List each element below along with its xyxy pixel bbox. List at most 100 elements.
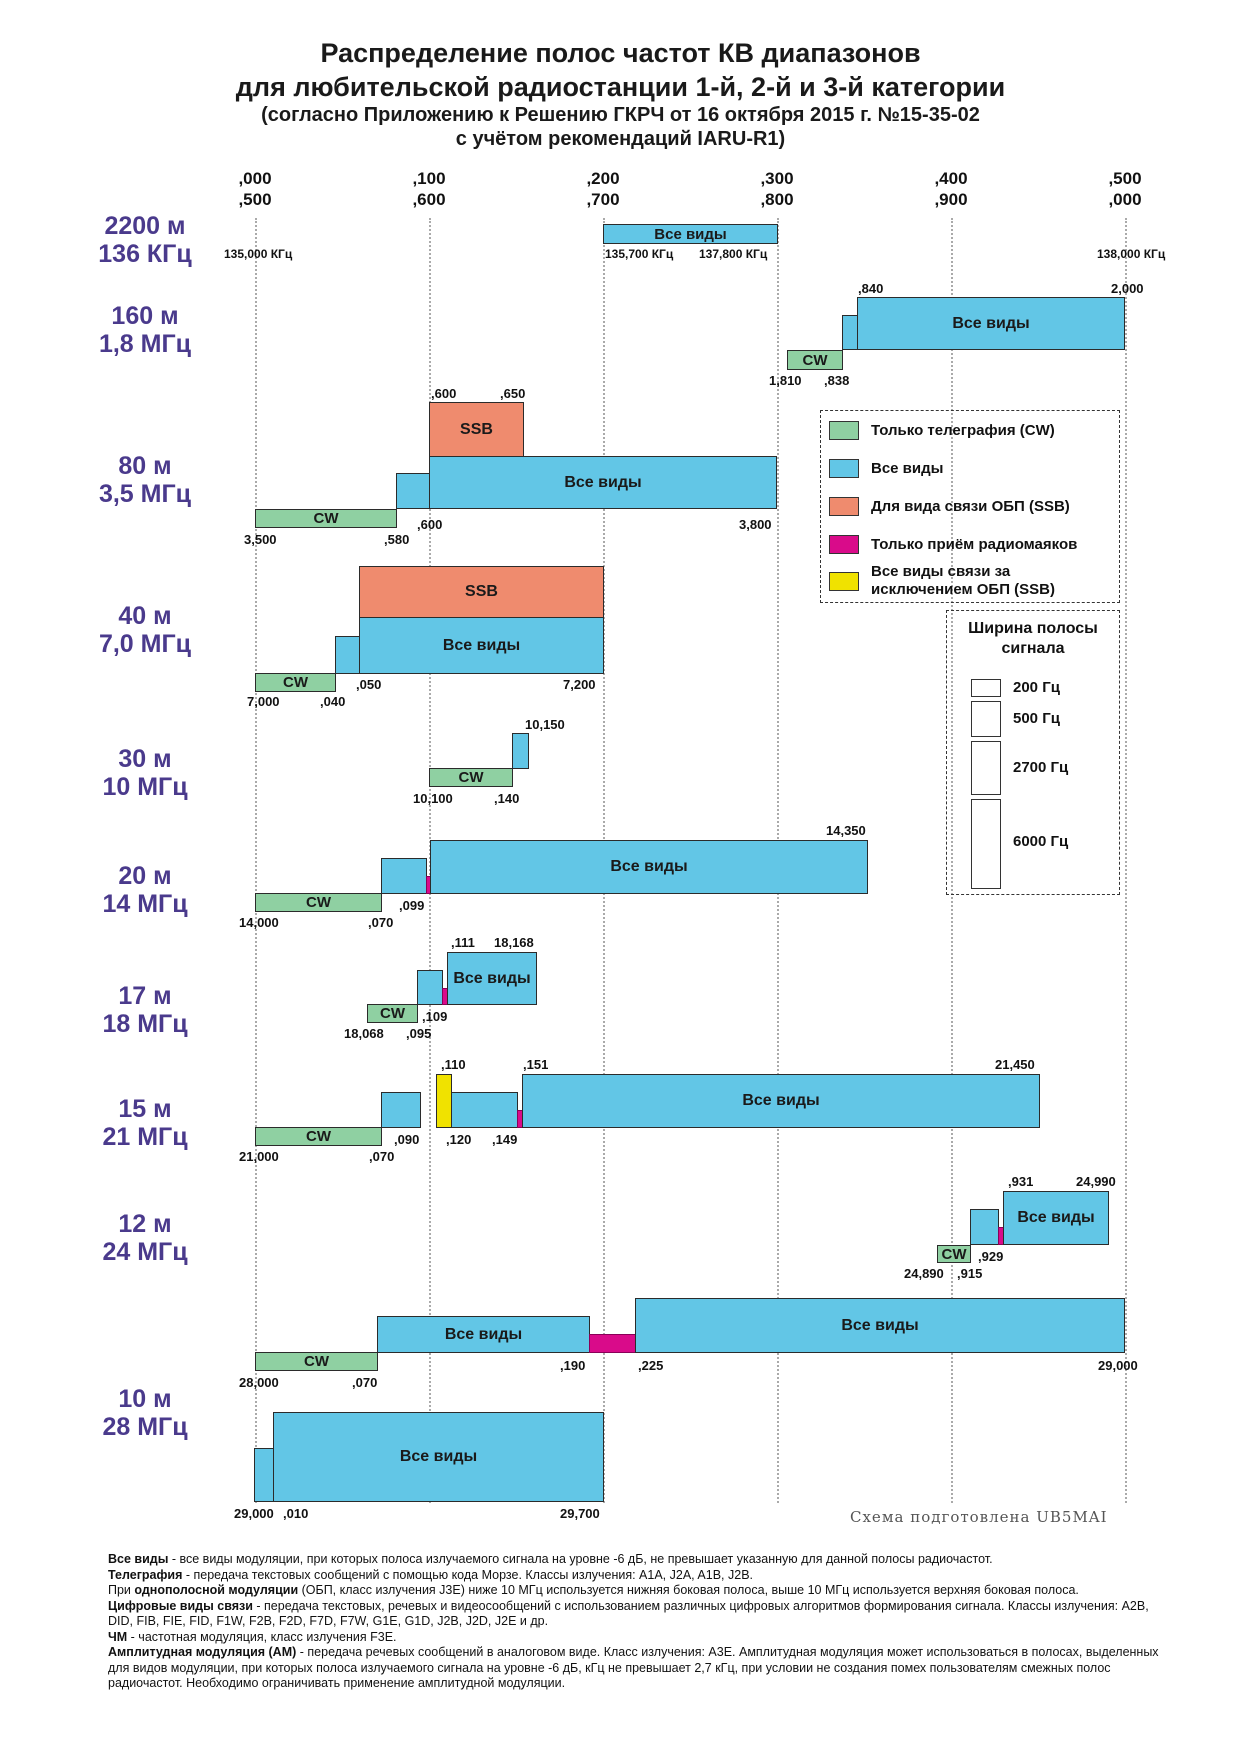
segment-all-modes-narrow	[381, 1092, 421, 1128]
segment-cw: CW	[255, 893, 382, 912]
freq-label: ,840	[858, 281, 884, 296]
freq-label: 29,000	[234, 1506, 274, 1521]
segment-cw: CW	[255, 1127, 382, 1146]
bandwidth-label: 200 Гц	[1013, 679, 1060, 696]
freq-label: 10,100	[413, 791, 453, 806]
note: При однополосной модуляции (ОБП, класс и…	[108, 1583, 1079, 1597]
segment-all-modes-narrow	[417, 970, 443, 1005]
freq-label: ,010	[283, 1506, 309, 1521]
freq-label: ,931	[1008, 1174, 1034, 1189]
freq-label: 14,000	[239, 915, 279, 930]
segment-all-modes: Все виды	[377, 1316, 590, 1353]
freq-label: ,120	[446, 1132, 472, 1147]
freq-label: ,580	[384, 532, 410, 547]
segment-all-modes-narrow	[842, 315, 858, 350]
band-label-80m: 80 м 3,5 МГц	[98, 452, 192, 508]
legend-item-cw: Только телеграфия (CW)	[829, 421, 1055, 440]
band-label-30m: 30 м 10 МГц	[102, 745, 188, 801]
segment-all-modes: Все виды	[430, 840, 868, 894]
grid-line	[1125, 218, 1127, 1503]
segment-all-modes-narrow	[970, 1209, 999, 1245]
freq-label: 29,000	[1098, 1358, 1138, 1373]
credit: Схема подготовлена UB5MAI	[850, 1508, 1108, 1526]
freq-label: ,095	[406, 1026, 432, 1041]
bandwidth-swatch-500	[971, 701, 1001, 737]
freq-label: ,915	[957, 1266, 983, 1281]
segment-all-modes: Все виды	[447, 952, 537, 1005]
band-label-12m: 12 м 24 МГц	[102, 1210, 188, 1266]
freq-label: 24,890	[904, 1266, 944, 1281]
segment-all-modes: Все виды	[857, 297, 1125, 350]
freq-label: ,151	[523, 1057, 549, 1072]
segment-all-modes: Все виды	[359, 617, 604, 674]
bandwidth-box: Ширина полосы сигнала 200 Гц 500 Гц 2700…	[946, 610, 1120, 895]
segment-beacon	[589, 1334, 636, 1353]
band-label-15m: 15 м 21 МГц	[102, 1095, 188, 1151]
page-subtitle: (согласно Приложению к Решению ГКРЧ от 1…	[261, 104, 980, 126]
freq-label: 21,000	[239, 1149, 279, 1164]
freq-label: ,099	[399, 898, 425, 913]
freq-label: 14,350	[826, 823, 866, 838]
freq-label: ,070	[368, 915, 394, 930]
page-title-line2: для любительской радиостанции 1-й, 2-й и…	[235, 72, 1006, 102]
segment-all-modes-narrow	[335, 636, 360, 674]
segment-cw: CW	[787, 350, 843, 370]
segment-all-except-ssb	[436, 1074, 452, 1128]
freq-label: ,929	[978, 1249, 1004, 1264]
bandwidth-swatch-2700	[971, 741, 1001, 795]
legend-swatch	[829, 459, 859, 478]
axis-tick: ,100,600	[412, 169, 446, 209]
segment-cw: CW	[937, 1245, 971, 1263]
segment-all-modes: Все виды	[273, 1412, 604, 1502]
segment-cw: CW	[367, 1004, 418, 1023]
freq-label: 137,800 КГц	[699, 247, 768, 261]
note: Цифровые виды связи - передача текстовых…	[108, 1598, 1149, 1629]
note: Амплитудная модуляция (АМ) - передача ре…	[108, 1645, 1159, 1690]
segment-all-modes: Все виды	[635, 1298, 1125, 1353]
legend-item-beacon: Только приём радиомаяков	[829, 535, 1077, 554]
freq-label: 18,068	[344, 1026, 384, 1041]
band-label-160m: 160 м 1,8 МГц	[98, 302, 192, 358]
freq-label: ,140	[494, 791, 520, 806]
segment-cw: CW	[255, 509, 397, 528]
freq-label: 18,168	[494, 935, 534, 950]
segment-all-modes-narrow	[451, 1092, 518, 1128]
freq-label: ,109	[422, 1009, 448, 1024]
note: Все виды - все виды модуляции, при котор…	[108, 1552, 993, 1566]
axis-tick: ,000,500	[238, 169, 272, 209]
band-label-2200m: 2200 м 136 КГц	[98, 212, 192, 268]
freq-label: ,225	[638, 1358, 664, 1373]
freq-label: ,110	[441, 1057, 466, 1072]
freq-label: ,070	[352, 1375, 378, 1390]
axis-tick: ,200,700	[586, 169, 620, 209]
segment-all-modes: Все виды	[1003, 1191, 1109, 1245]
segment-cw: CW	[255, 1352, 378, 1371]
note: ЧМ - частотная модуляция, класс излучени…	[108, 1629, 397, 1644]
legend-item-no-ssb: Все виды связи за исключением ОБП (SSB)	[829, 563, 1101, 599]
bandwidth-label: 2700 Гц	[1013, 759, 1069, 776]
band-label-10m: 10 м 28 МГц	[102, 1385, 188, 1441]
freq-label: 3,500	[244, 532, 277, 547]
freq-label: ,050	[356, 677, 382, 692]
legend-item-all-modes: Все виды	[829, 459, 943, 478]
axis-tick: ,500,000	[1108, 169, 1142, 209]
bandwidth-swatch-6000	[971, 799, 1001, 889]
page-subtitle-line2: с учётом рекомендаций IARU-R1)	[455, 128, 786, 150]
freq-label: 24,990	[1076, 1174, 1116, 1189]
segment-all-modes-narrow	[512, 733, 529, 769]
freq-label: ,838	[824, 373, 850, 388]
legend-swatch	[829, 497, 859, 516]
legend-item-ssb: Для вида связи ОБП (SSB)	[829, 497, 1070, 516]
freq-label: ,600	[417, 517, 443, 532]
freq-label: 135,000 КГц	[224, 247, 293, 261]
freq-label: 21,450	[995, 1057, 1035, 1072]
legend-swatch	[829, 421, 859, 440]
freq-label: ,040	[320, 694, 346, 709]
legend-swatch	[829, 571, 859, 591]
segment-all-modes-narrow	[396, 473, 430, 509]
legend: Только телеграфия (CW) Все виды Для вида…	[820, 410, 1120, 603]
freq-label: 7,000	[247, 694, 280, 709]
freq-label: ,650	[500, 386, 526, 401]
freq-label: 138,000 КГц	[1097, 247, 1166, 261]
axis-tick: ,300,800	[760, 169, 794, 209]
